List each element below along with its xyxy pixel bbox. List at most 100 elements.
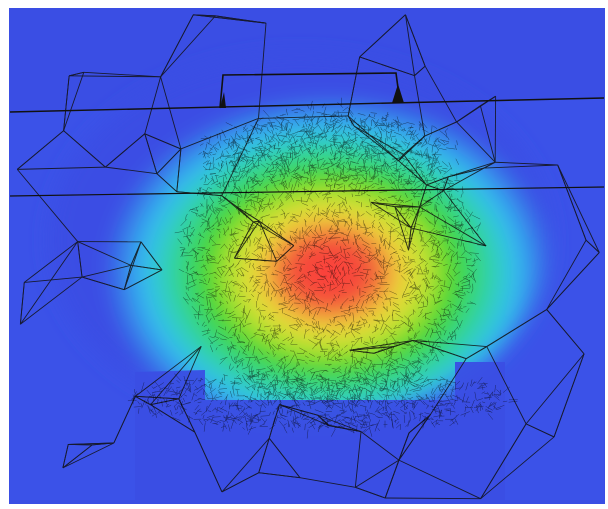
fine-mesh-edge xyxy=(280,342,286,346)
fine-mesh-edge xyxy=(209,378,217,386)
fine-mesh-edge xyxy=(318,218,324,224)
fine-mesh-edge xyxy=(360,137,370,139)
fine-mesh-edge xyxy=(302,202,309,206)
fine-mesh-edge xyxy=(234,172,239,174)
fine-mesh-edge xyxy=(465,240,473,242)
fine-mesh-edge xyxy=(282,155,287,165)
fine-mesh-edge xyxy=(364,377,371,384)
mesh-edge xyxy=(19,241,79,325)
fine-mesh-edge xyxy=(304,299,306,309)
fine-mesh-edge xyxy=(272,344,279,351)
fine-mesh-edge xyxy=(336,241,338,246)
fine-mesh-edge xyxy=(226,150,230,155)
mesh-edge xyxy=(424,65,457,123)
fine-mesh-edge xyxy=(272,394,277,399)
fine-mesh-edge xyxy=(401,181,408,188)
fine-mesh-edge xyxy=(288,266,298,271)
fine-mesh-edge xyxy=(230,135,235,141)
fine-mesh-edge xyxy=(385,174,391,176)
fine-mesh-edge xyxy=(326,382,330,391)
fine-mesh-edge xyxy=(197,312,201,316)
fine-mesh-edge xyxy=(356,169,365,174)
mesh-edge xyxy=(156,173,178,193)
fine-mesh-edge xyxy=(413,401,416,408)
fine-mesh-edge xyxy=(369,256,376,262)
fine-mesh-edge xyxy=(415,161,419,166)
fine-mesh-edge xyxy=(426,378,430,382)
fine-mesh-edge xyxy=(378,406,384,411)
mesh-edge xyxy=(419,206,487,247)
fine-mesh-edge xyxy=(328,346,335,354)
fine-mesh-edge xyxy=(330,126,338,132)
fine-mesh-edge xyxy=(437,345,442,348)
fine-mesh-edge xyxy=(325,179,329,182)
fine-mesh-edge xyxy=(406,401,415,405)
fine-mesh-edge xyxy=(316,122,323,132)
fine-mesh-edge xyxy=(412,341,416,344)
fine-mesh-edge xyxy=(170,409,173,416)
fine-mesh-edge xyxy=(404,261,413,263)
fine-mesh-edge xyxy=(238,168,241,178)
fine-mesh-edge xyxy=(407,182,413,185)
fine-mesh-edge xyxy=(462,186,464,194)
mesh-edge xyxy=(234,257,277,262)
fine-mesh-edge xyxy=(191,392,195,401)
fine-mesh-edge xyxy=(472,273,477,283)
fine-mesh-edge xyxy=(236,374,240,378)
fine-mesh-edge xyxy=(337,122,343,128)
fine-mesh-edge xyxy=(347,212,351,216)
fine-mesh-edge xyxy=(319,224,322,234)
fine-mesh-edge xyxy=(229,233,237,237)
fine-mesh-edge xyxy=(217,200,223,203)
fine-mesh-edge xyxy=(453,312,457,316)
fine-mesh-edge xyxy=(210,209,217,215)
fine-mesh-edge xyxy=(341,173,347,177)
mesh-edge xyxy=(259,220,295,246)
fine-mesh-edge xyxy=(393,410,400,414)
fine-mesh-edge xyxy=(245,251,250,258)
fine-mesh-edge xyxy=(203,264,208,271)
fine-mesh-edge xyxy=(360,237,363,241)
fine-mesh-edge xyxy=(371,165,374,170)
fine-mesh-edge xyxy=(371,186,375,189)
fine-mesh-edge xyxy=(201,329,211,332)
fine-mesh-edge xyxy=(271,122,275,131)
fine-mesh-edge xyxy=(387,195,397,199)
fine-mesh-edge xyxy=(399,122,408,126)
fine-mesh-edge xyxy=(236,416,242,418)
fine-mesh-edge xyxy=(332,343,340,347)
fine-mesh-edge xyxy=(367,145,378,147)
fine-mesh-edge xyxy=(283,296,286,302)
fine-mesh-edge xyxy=(260,149,264,156)
fine-mesh-edge xyxy=(370,277,374,281)
fine-mesh-edge xyxy=(497,394,502,396)
fine-mesh-edge xyxy=(463,277,470,281)
mesh-edge xyxy=(124,269,163,291)
fine-mesh-edge xyxy=(269,225,274,231)
fine-mesh-edge xyxy=(258,206,261,212)
fine-mesh-edge xyxy=(259,265,261,271)
fine-mesh-edge xyxy=(307,143,312,147)
fine-mesh-edge xyxy=(476,222,481,232)
fine-mesh-edge xyxy=(186,235,193,244)
fine-mesh-edge xyxy=(304,323,314,327)
fine-mesh-edge xyxy=(480,404,484,410)
fine-mesh-edge xyxy=(399,363,406,367)
fine-mesh-edge xyxy=(425,279,429,287)
fine-mesh-edge xyxy=(189,381,192,392)
fine-mesh-edge xyxy=(399,238,406,243)
mesh-edge xyxy=(479,105,496,163)
fine-mesh-edge xyxy=(246,384,256,389)
fine-mesh-edge xyxy=(408,277,412,284)
fine-mesh-edge xyxy=(366,187,369,192)
fine-mesh-edge xyxy=(372,396,379,404)
fine-mesh-edge xyxy=(306,382,308,387)
fine-mesh-edge xyxy=(386,404,392,410)
fine-mesh-edge xyxy=(378,348,385,352)
fine-mesh-edge xyxy=(266,176,270,178)
fine-mesh-edge xyxy=(331,382,334,386)
fine-mesh-edge xyxy=(205,247,211,255)
fine-mesh-edge xyxy=(313,204,317,210)
fine-mesh-edge xyxy=(302,402,306,406)
